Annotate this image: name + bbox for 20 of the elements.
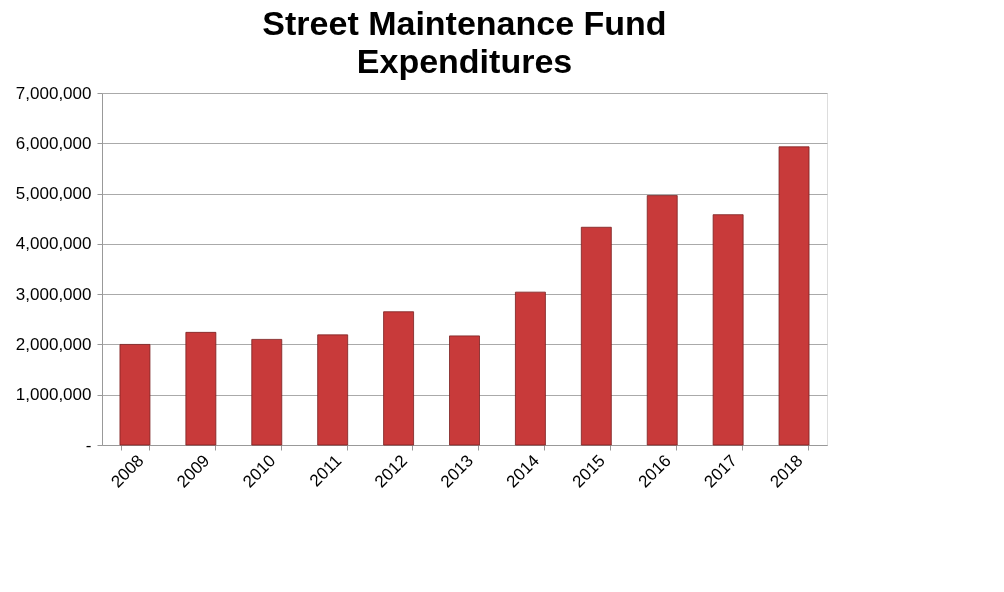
bar (712, 214, 744, 446)
chart-title: Street Maintenance Fund Expenditures (262, 4, 667, 80)
y-tick-label: 3,000,000 (15, 284, 92, 304)
bar (449, 335, 480, 446)
y-tick-label: - (85, 435, 92, 455)
y-tick-label: 4,000,000 (15, 234, 92, 254)
bar (119, 344, 151, 446)
bar (580, 226, 612, 446)
y-tick-label: 2,000,000 (15, 334, 92, 354)
bar (185, 331, 217, 446)
bar (515, 291, 546, 446)
y-tick-label: 5,000,000 (15, 184, 92, 204)
bar (383, 311, 414, 446)
bar (317, 334, 349, 446)
bar (646, 195, 678, 446)
y-tick-label: 6,000,000 (15, 133, 92, 153)
y-tick-label: 1,000,000 (15, 385, 92, 405)
bar (251, 339, 283, 446)
y-tick-label: 7,000,000 (15, 83, 92, 103)
bar (778, 146, 810, 446)
